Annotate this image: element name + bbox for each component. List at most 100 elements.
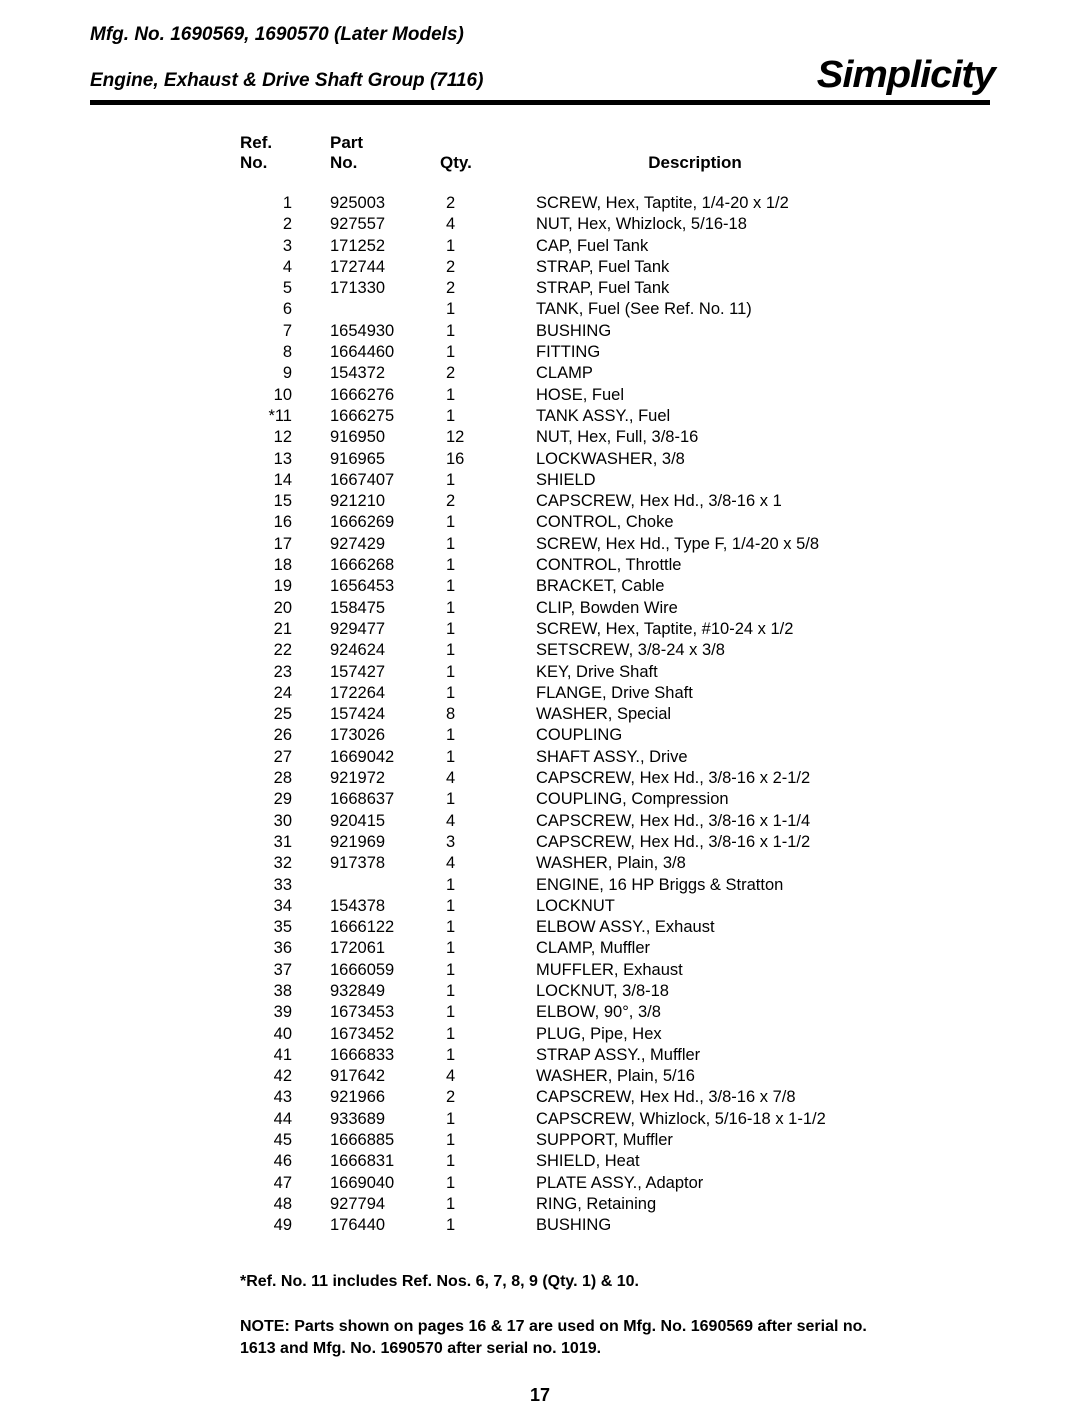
cell-part: 1666275: [330, 406, 440, 427]
cell-part: 925003: [330, 193, 440, 214]
cell-part: 173026: [330, 725, 440, 746]
table-row: 289219724CAPSCREW, Hex Hd., 3/8-16 x 2-1…: [240, 768, 920, 789]
table-row: 4016734521PLUG, Pipe, Hex: [240, 1024, 920, 1045]
cell-desc: CAPSCREW, Hex Hd., 3/8-16 x 1-1/4: [536, 811, 920, 832]
cell-qty: 1: [440, 683, 536, 704]
cell-qty: 1: [440, 1024, 536, 1045]
cell-desc: BUSHING: [536, 321, 920, 342]
cell-part: 157424: [330, 704, 440, 725]
cell-ref: 8: [240, 342, 330, 363]
cell-part: 927557: [330, 214, 440, 235]
table-row: 219294771SCREW, Hex, Taptite, #10-24 x 1…: [240, 619, 920, 640]
cell-ref: 3: [240, 236, 330, 257]
table-row: 1391696516LOCKWASHER, 3/8: [240, 449, 920, 470]
cell-ref: 28: [240, 768, 330, 789]
table-row: 361720611CLAMP, Muffler: [240, 938, 920, 959]
cell-ref: 5: [240, 278, 330, 299]
cell-desc: LOCKNUT: [536, 896, 920, 917]
cell-ref: 13: [240, 449, 330, 470]
cell-desc: STRAP ASSY., Muffler: [536, 1045, 920, 1066]
cell-desc: NUT, Hex, Whizlock, 5/16-18: [536, 214, 920, 235]
table-row: 309204154CAPSCREW, Hex Hd., 3/8-16 x 1-1…: [240, 811, 920, 832]
cell-desc: STRAP, Fuel Tank: [536, 278, 920, 299]
cell-desc: STRAP, Fuel Tank: [536, 257, 920, 278]
table-row: 3716660591MUFFLER, Exhaust: [240, 960, 920, 981]
cell-part: 1666269: [330, 512, 440, 533]
cell-desc: CONTROL, Throttle: [536, 555, 920, 576]
table-row: 91543722CLAMP: [240, 363, 920, 384]
cell-desc: ELBOW ASSY., Exhaust: [536, 917, 920, 938]
cell-ref: 30: [240, 811, 330, 832]
table-row: 3916734531ELBOW, 90°, 3/8: [240, 1002, 920, 1023]
cell-qty: 1: [440, 1215, 536, 1236]
cell-ref: 1: [240, 193, 330, 214]
cell-part: 154372: [330, 363, 440, 384]
cell-desc: SUPPORT, Muffler: [536, 1130, 920, 1151]
table-row: 1416674071SHIELD: [240, 470, 920, 491]
cell-desc: SHIELD, Heat: [536, 1151, 920, 1172]
col-header-ref: Ref.: [240, 133, 330, 153]
cell-qty: 1: [440, 1173, 536, 1194]
table-row: 429176424WASHER, Plain, 5/16: [240, 1066, 920, 1087]
cell-desc: NUT, Hex, Full, 3/8-16: [536, 427, 920, 448]
cell-qty: 4: [440, 811, 536, 832]
table-row: 331ENGINE, 16 HP Briggs & Stratton: [240, 875, 920, 896]
table-row: 231574271KEY, Drive Shaft: [240, 662, 920, 683]
table-row: 2716690421SHAFT ASSY., Drive: [240, 747, 920, 768]
cell-qty: 1: [440, 981, 536, 1002]
cell-desc: CLAMP, Muffler: [536, 938, 920, 959]
table-row: 4516668851SUPPORT, Muffler: [240, 1130, 920, 1151]
cell-part: 921966: [330, 1087, 440, 1108]
col-header-desc: [530, 133, 920, 153]
cell-ref: 40: [240, 1024, 330, 1045]
cell-ref: 7: [240, 321, 330, 342]
cell-part: 921969: [330, 832, 440, 853]
cell-part: 917378: [330, 853, 440, 874]
cell-desc: SCREW, Hex Hd., Type F, 1/4-20 x 5/8: [536, 534, 920, 555]
parts-table: Ref. Part No. No. Qty. Description 19250…: [240, 133, 920, 1237]
cell-part: 1668637: [330, 789, 440, 810]
cell-desc: ENGINE, 16 HP Briggs & Stratton: [536, 875, 920, 896]
cell-desc: CAPSCREW, Whizlock, 5/16-18 x 1-1/2: [536, 1109, 920, 1130]
cell-qty: 1: [440, 875, 536, 896]
cell-desc: LOCKWASHER, 3/8: [536, 449, 920, 470]
cell-ref: 19: [240, 576, 330, 597]
cell-desc: TANK ASSY., Fuel: [536, 406, 920, 427]
cell-qty: 4: [440, 853, 536, 874]
cell-qty: 1: [440, 640, 536, 661]
col-header-part2: No.: [330, 153, 440, 173]
cell-part: 1664460: [330, 342, 440, 363]
cell-part: 1667407: [330, 470, 440, 491]
note-body: Parts shown on pages 16 & 17 are used on…: [240, 1318, 867, 1357]
table-row: 439219662CAPSCREW, Hex Hd., 3/8-16 x 7/8: [240, 1087, 920, 1108]
cell-qty: 4: [440, 1066, 536, 1087]
cell-part: 933689: [330, 1109, 440, 1130]
cell-desc: COUPLING: [536, 725, 920, 746]
cell-ref: 21: [240, 619, 330, 640]
cell-qty: 4: [440, 214, 536, 235]
cell-qty: 1: [440, 960, 536, 981]
table-row: 4116668331STRAP ASSY., Muffler: [240, 1045, 920, 1066]
cell-ref: 35: [240, 917, 330, 938]
cell-ref: 9: [240, 363, 330, 384]
cell-ref: 23: [240, 662, 330, 683]
cell-ref: 17: [240, 534, 330, 555]
cell-desc: CLAMP: [536, 363, 920, 384]
cell-qty: 8: [440, 704, 536, 725]
cell-qty: 1: [440, 534, 536, 555]
cell-ref: 45: [240, 1130, 330, 1151]
table-row: 51713302STRAP, Fuel Tank: [240, 278, 920, 299]
table-row: 1291695012NUT, Hex, Full, 3/8-16: [240, 427, 920, 448]
cell-ref: 14: [240, 470, 330, 491]
cell-desc: KEY, Drive Shaft: [536, 662, 920, 683]
cell-desc: CAPSCREW, Hex Hd., 3/8-16 x 7/8: [536, 1087, 920, 1108]
cell-part: 1666268: [330, 555, 440, 576]
cell-ref: *11: [240, 406, 330, 427]
cell-qty: 1: [440, 662, 536, 683]
cell-qty: 1: [440, 555, 536, 576]
table-row: 251574248WASHER, Special: [240, 704, 920, 725]
col-header-ref2: No.: [240, 153, 330, 173]
table-row: 41727442STRAP, Fuel Tank: [240, 257, 920, 278]
cell-qty: 1: [440, 299, 536, 320]
cell-part: 927794: [330, 1194, 440, 1215]
